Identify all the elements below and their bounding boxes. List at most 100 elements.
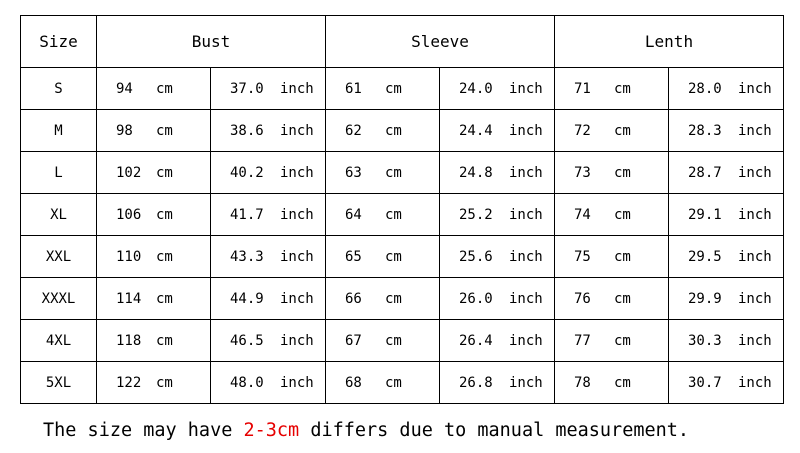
measure-value: 24.0 inch [441, 80, 543, 97]
measure-cell: 26.4 inch [439, 319, 555, 362]
table-row: XL 106 cm 41.7 inch 64 cm 25.2 inch 74 cm 29.1 inch [20, 193, 784, 236]
measure-value: 24.4 inch [441, 122, 543, 139]
measure-cell: 110 cm [96, 235, 211, 278]
measure-value: 41.7 inch [212, 206, 314, 223]
measure-number: 110 [116, 248, 142, 265]
measure-number: 30.3 [688, 332, 722, 349]
measure-number: 66 [345, 290, 362, 307]
measure-number: 65 [345, 248, 362, 265]
measure-number: 102 [116, 164, 142, 181]
measure-unit: cm [614, 332, 631, 349]
size-cell: XXL [20, 235, 97, 278]
measure-value: 46.5 inch [212, 332, 314, 349]
measure-value: 67 cm [327, 333, 402, 349]
measure-cell: 28.3 inch [668, 109, 784, 152]
measure-value: 62 cm [327, 122, 402, 139]
measure-number: 75 [574, 248, 591, 265]
measure-value: 94 cm [98, 80, 173, 97]
measure-cell: 38.6 inch [210, 109, 326, 152]
measure-cell: 30.7 inch [668, 361, 784, 404]
measure-cell: 66 cm [325, 277, 440, 320]
measure-number: 28.0 [688, 80, 722, 97]
measure-value: 74 cm [556, 206, 631, 223]
note-text: The size may have [43, 420, 244, 441]
measure-number: 122 [116, 374, 142, 391]
measure-unit: inch [738, 374, 772, 391]
measure-value: 25.6 inch [441, 248, 543, 265]
measure-unit: cm [156, 332, 173, 349]
measure-unit: cm [385, 80, 402, 97]
measure-unit: inch [280, 374, 314, 391]
measure-value: 61 cm [327, 80, 402, 97]
measure-number: 41.7 [230, 206, 264, 223]
measure-number: 64 [345, 206, 362, 223]
measure-unit: cm [614, 290, 631, 307]
measure-unit: cm [385, 164, 402, 181]
measure-number: 24.0 [459, 80, 493, 97]
measure-value: 64 cm [327, 206, 402, 223]
measure-value: 30.3 inch [670, 332, 772, 349]
measure-unit: cm [156, 374, 173, 391]
measure-number: 94 [116, 80, 133, 97]
measure-cell: 28.0 inch [668, 67, 784, 110]
measure-unit: cm [156, 122, 173, 139]
measure-value: 122 cm [98, 374, 173, 391]
measure-unit: inch [738, 206, 772, 223]
measure-number: 25.2 [459, 206, 493, 223]
measure-number: 30.7 [688, 374, 722, 391]
measure-number: 73 [574, 164, 591, 181]
measure-value: 72 cm [556, 123, 631, 139]
measure-unit: cm [156, 164, 173, 181]
measure-cell: 29.9 inch [668, 277, 784, 320]
size-chart-table: Size Bust Sleeve Lenth S 94 cm 37.0 inch 61 cm… [20, 15, 784, 404]
measure-unit: inch [280, 122, 314, 139]
measure-unit: inch [509, 80, 543, 97]
measure-number: 29.5 [688, 248, 722, 265]
measure-value: 44.9 inch [212, 291, 314, 307]
measure-value: 75 cm [556, 248, 631, 265]
measure-unit: cm [385, 248, 402, 265]
measure-number: 46.5 [230, 332, 264, 349]
measure-cell: 48.0 inch [210, 361, 326, 404]
measure-cell: 118 cm [96, 319, 211, 362]
measure-unit: inch [738, 248, 772, 265]
measure-cell: 25.6 inch [439, 235, 555, 278]
measure-cell: 46.5 inch [210, 319, 326, 362]
measure-value: 102 cm [98, 164, 173, 181]
measure-cell: 30.3 inch [668, 319, 784, 362]
measure-value: 114 cm [98, 291, 173, 307]
measure-number: 61 [345, 80, 362, 97]
measure-number: 24.4 [459, 122, 493, 139]
measure-cell: 122 cm [96, 361, 211, 404]
measure-unit: inch [509, 122, 543, 139]
table-row: XXXL 114 cm 44.9 inch 66 cm 26.0 inch 76 cm 29.9 inc… [20, 277, 784, 320]
measure-value: 29.5 inch [670, 248, 772, 265]
measure-value: 48.0 inch [212, 374, 314, 391]
measure-cell: 44.9 inch [210, 277, 326, 320]
measure-unit: cm [614, 374, 631, 391]
measure-value: 28.3 inch [670, 123, 772, 139]
measure-number: 62 [345, 122, 362, 139]
table-row: S 94 cm 37.0 inch 61 cm 24.0 inch 71 cm 28.0 inch [20, 67, 784, 110]
table-row: 4XL 118 cm 46.5 inch 67 cm 26.4 inch 77 cm 30.3 inch [20, 319, 784, 362]
measure-value: 110 cm [98, 248, 173, 265]
measure-value: 73 cm [556, 164, 631, 181]
measure-unit: inch [280, 248, 314, 265]
measure-value: 37.0 inch [212, 80, 314, 97]
table-row: XXL 110 cm 43.3 inch 65 cm 25.6 inch 75 cm 29.5 inch [20, 235, 784, 278]
measure-cell: 29.5 inch [668, 235, 784, 278]
measure-cell: 67 cm [325, 319, 440, 362]
measure-cell: 77 cm [554, 319, 669, 362]
measure-value: 76 cm [556, 290, 631, 307]
measure-unit: inch [738, 164, 772, 181]
measure-value: 63 cm [327, 164, 402, 181]
measure-unit: cm [385, 374, 402, 391]
measure-number: 37.0 [230, 80, 264, 97]
measure-value: 65 cm [327, 248, 402, 265]
measure-cell: 40.2 inch [210, 151, 326, 194]
measure-number: 74 [574, 206, 591, 223]
measure-value: 78 cm [556, 374, 631, 391]
measure-unit: inch [509, 248, 543, 265]
measure-value: 24.8 inch [441, 165, 543, 181]
measure-cell: 76 cm [554, 277, 669, 320]
